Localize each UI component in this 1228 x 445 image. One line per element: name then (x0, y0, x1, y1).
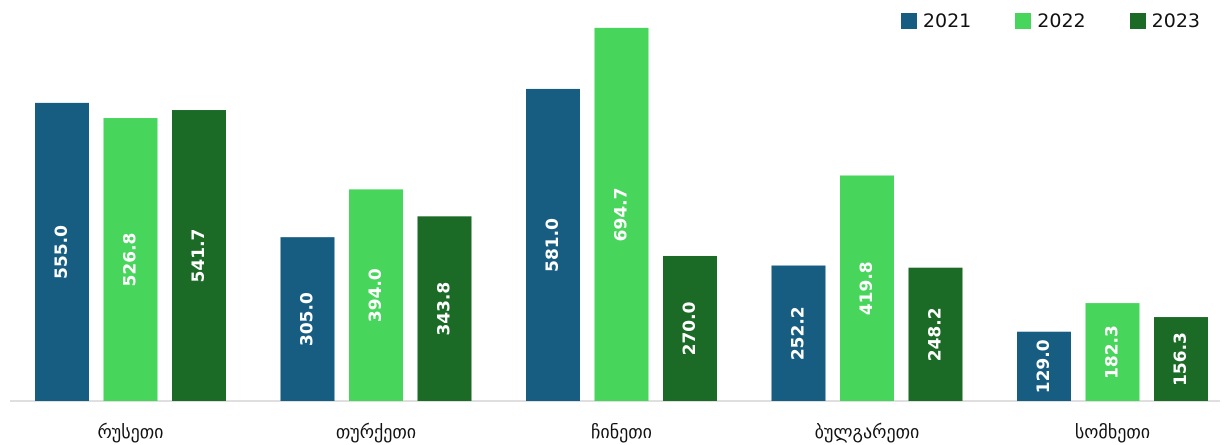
bar-value-label: 343.8 (435, 282, 455, 336)
category-label: თურქეთი (336, 422, 416, 443)
bar-value-label: 129.0 (1034, 339, 1054, 393)
category-label: ბულგარეთი (815, 422, 920, 443)
legend-item-2022: 2022 (1015, 10, 1086, 32)
bar-value-label: 156.3 (1171, 332, 1191, 386)
category-label: რუსეთი (97, 422, 163, 443)
bar-value-label: 394.0 (366, 268, 386, 322)
bar-value-label: 541.7 (189, 229, 209, 283)
bar-2023-3 (908, 267, 963, 401)
bar-value-label: 526.8 (121, 233, 141, 287)
bar-2021-2 (526, 88, 580, 402)
bar-value-label: 694.7 (612, 188, 632, 242)
bar-value-label: 581.0 (543, 218, 563, 272)
bar-2023-2 (663, 255, 717, 401)
bar-2022-3 (840, 175, 894, 401)
legend-item-2021: 2021 (900, 10, 972, 32)
bar-value-label: 270.0 (680, 301, 700, 355)
legend-label-2022: 2022 (1037, 10, 1086, 32)
bar-2022-2 (594, 27, 649, 401)
bar-2021-0 (35, 102, 89, 401)
category-label: ჩინეთი (591, 422, 652, 443)
legend-label-2023: 2023 (1151, 10, 1200, 32)
legend-item-2023: 2023 (1129, 10, 1200, 32)
bar-value-label: 182.3 (1103, 325, 1123, 379)
chart-legend: 2021 2022 2023 (900, 10, 1200, 32)
bar-value-label: 252.2 (789, 306, 809, 360)
bar-2022-0 (103, 118, 158, 401)
legend-swatch-2021 (900, 13, 917, 29)
bar-2021-3 (771, 265, 826, 401)
bar-value-label: 419.8 (857, 261, 877, 315)
category-label: სომხეთი (1075, 422, 1150, 443)
legend-label-2021: 2021 (922, 10, 972, 32)
bar-2023-1 (417, 216, 472, 401)
legend-swatch-2023 (1129, 13, 1146, 29)
bar-2023-4 (1154, 317, 1208, 401)
bar-2022-4 (1085, 303, 1140, 401)
bar-value-label: 555.0 (52, 225, 72, 279)
bar-2022-1 (349, 189, 403, 401)
bar-2023-0 (172, 110, 226, 401)
bar-2021-4 (1017, 331, 1071, 401)
legend-swatch-2022 (1015, 13, 1032, 29)
bar-2021-1 (280, 237, 335, 401)
bar-value-label: 305.0 (298, 292, 318, 346)
bar-value-label: 248.2 (926, 307, 946, 361)
